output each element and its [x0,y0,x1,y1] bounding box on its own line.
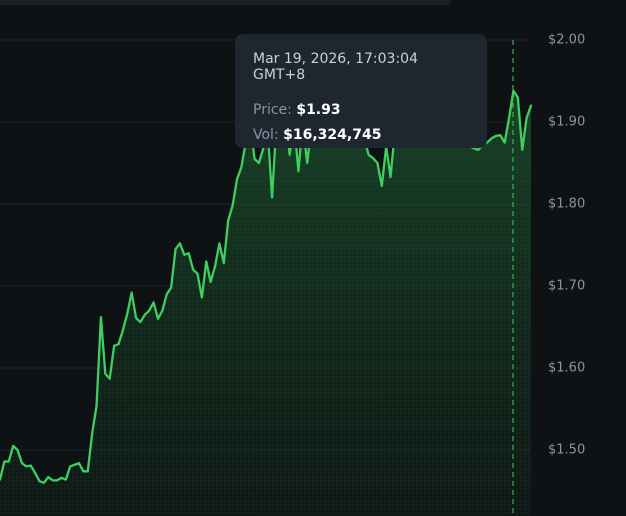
y-tick-label: $1.80 [548,196,586,212]
y-tick-label: $2.00 [548,32,586,48]
tooltip-volume-label: Vol: [253,127,279,143]
top-panel-edge [0,0,452,5]
y-tick-label: $1.70 [548,278,586,294]
y-tick-label: $1.60 [548,360,586,376]
tooltip-volume-value: $16,324,745 [283,127,382,143]
y-tick-label: $1.50 [548,442,586,458]
tooltip-price-value: $1.93 [296,102,341,118]
tooltip-price-row: Price: $1.93 [253,98,469,123]
price-area-texture [0,90,531,516]
price-tooltip: Mar 19, 2026, 17:03:04 GMT+8 Price: $1.9… [235,34,487,148]
tooltip-price-label: Price: [253,102,292,118]
y-tick-label: $1.90 [548,114,586,130]
tooltip-volume-row: Vol: $16,324,745 [253,123,469,148]
tooltip-date: Mar 19, 2026, 17:03:04 GMT+8 [253,51,418,83]
